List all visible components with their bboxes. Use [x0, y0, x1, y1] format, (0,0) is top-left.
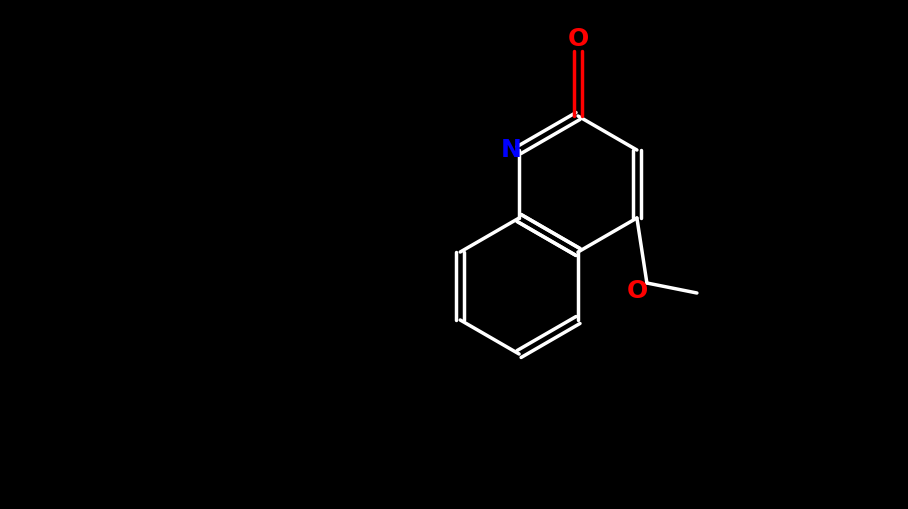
Text: O: O [568, 27, 588, 51]
Text: N: N [500, 138, 521, 162]
Text: O: O [627, 279, 647, 303]
